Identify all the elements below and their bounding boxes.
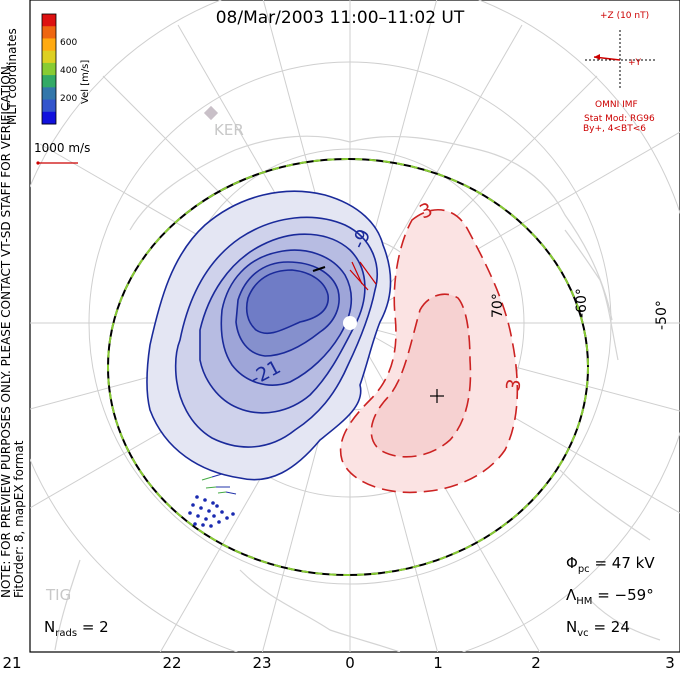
stat-n-rads: Nrads = 2	[44, 618, 109, 639]
colorbar-swatch	[42, 26, 56, 39]
positive-potential-cell	[339, 208, 519, 494]
colorbar-swatch	[42, 14, 56, 27]
plot-frame	[29, 0, 680, 653]
stat-n-vc: Nvc = 24	[566, 618, 630, 639]
station-ker-marker	[203, 105, 219, 121]
mlt-label-2: 2	[531, 654, 541, 672]
mlt-label-1: 1	[433, 654, 443, 672]
colorbar-swatch	[42, 50, 56, 64]
colorbar-swatch	[42, 87, 56, 101]
mlt-label-21: 21	[2, 654, 22, 672]
colorbar-swatch	[42, 62, 56, 76]
colorbar-swatch	[42, 38, 56, 52]
watermark-line2: FitOrder: 8, mapEX format	[12, 440, 26, 598]
imf-clock-dial	[585, 30, 655, 90]
mlt-label-3: 3	[665, 654, 675, 672]
mlt-label-0: 0	[345, 654, 355, 672]
station-tig-label: TIG	[46, 586, 72, 604]
colorbar-tick-400: 400	[60, 66, 78, 76]
latitude-label-50: -50°	[654, 300, 670, 330]
stat-lambda-hm-sub: HM	[576, 596, 593, 607]
velocity-vectors-blue	[188, 473, 237, 528]
imf-condition: By+, 4<BT<6	[583, 124, 646, 134]
velocity-vectors-red	[349, 261, 377, 291]
colorbar-title: Vel [m/s]	[80, 59, 91, 104]
stat-phi-pc-sub: pc	[577, 564, 590, 575]
stat-n-rads-sub: rads	[55, 628, 78, 639]
station-ker-label: KER	[214, 121, 244, 139]
colorbar-swatch	[42, 111, 56, 125]
heppner-maynard-boundary	[107, 158, 589, 576]
mlt-label-23: 23	[252, 654, 272, 672]
stat-phi-pc-value: = 47 kV	[594, 554, 655, 572]
negative-potential-cell	[146, 190, 392, 481]
velocity-colorbar	[41, 13, 57, 125]
latitude-label-60: -60°	[574, 288, 590, 318]
imf-model: Stat Mod: RG96	[584, 114, 655, 124]
stat-lambda-hm: ΛHM = −59°	[566, 586, 654, 607]
stat-n-rads-value: = 2	[81, 618, 109, 636]
colorbar-swatch	[42, 75, 56, 88]
imf-z-label: +Z (10 nT)	[600, 11, 650, 21]
stat-phi-pc-symbol: Φ	[566, 554, 578, 572]
imf-source: OMNI IMF	[595, 100, 638, 110]
reference-vector-origin	[36, 161, 40, 165]
magnetic-pole-marker	[343, 316, 357, 330]
colorbar-tick-600: 600	[60, 38, 78, 48]
colorbar-swatch	[42, 99, 56, 113]
coastline	[54, 135, 661, 652]
mlt-label-22: 22	[162, 654, 182, 672]
colorbar-tick-200: 200	[60, 94, 78, 104]
stat-n-rads-symbol: N	[44, 618, 56, 636]
stat-n-vc-symbol: N	[566, 618, 578, 636]
coordinate-system-label: MLT coordinates	[5, 28, 19, 125]
stat-lambda-hm-value: = −59°	[597, 586, 654, 604]
stat-phi-pc: Φpc = 47 kV	[566, 554, 655, 575]
preview-watermark: NOTE: FOR PREVIEW PURPOSES ONLY. PLEASE …	[0, 62, 26, 598]
stat-n-vc-value: = 24	[593, 618, 630, 636]
imf-y-label: +Y	[628, 58, 642, 68]
reference-vector-label: 1000 m/s	[34, 141, 91, 155]
stat-lambda-hm-symbol: Λ	[566, 586, 577, 604]
page-title: 08/Mar/2003 11:00–11:02 UT	[215, 8, 465, 28]
latitude-label-70: 70°	[490, 293, 506, 318]
stat-n-vc-sub: vc	[577, 628, 589, 639]
colorbar-frame	[41, 13, 57, 125]
